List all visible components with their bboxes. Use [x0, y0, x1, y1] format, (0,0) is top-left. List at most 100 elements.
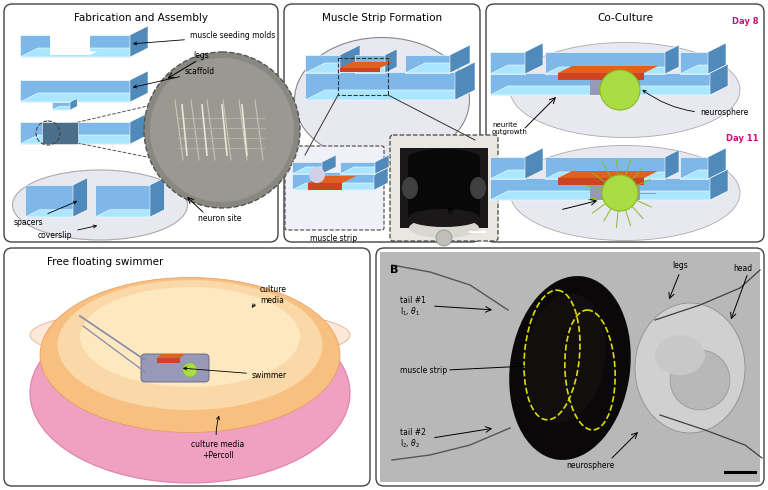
Text: swimmer: swimmer [184, 367, 287, 379]
Polygon shape [73, 178, 88, 217]
Polygon shape [292, 183, 388, 190]
Polygon shape [680, 157, 708, 179]
Ellipse shape [510, 43, 740, 138]
Polygon shape [710, 169, 728, 200]
Polygon shape [680, 65, 726, 74]
Polygon shape [490, 191, 728, 200]
FancyBboxPatch shape [4, 4, 278, 242]
Text: Co-Culture: Co-Culture [597, 13, 653, 23]
Text: legs: legs [672, 261, 688, 270]
Polygon shape [450, 45, 470, 73]
Text: legs: legs [193, 50, 209, 59]
Polygon shape [52, 102, 70, 110]
Polygon shape [490, 157, 525, 179]
Ellipse shape [80, 287, 300, 387]
Polygon shape [340, 62, 392, 68]
Circle shape [670, 350, 730, 410]
Polygon shape [305, 90, 475, 100]
Polygon shape [408, 158, 480, 218]
Ellipse shape [655, 335, 705, 375]
Polygon shape [50, 51, 98, 55]
Polygon shape [525, 148, 543, 179]
Polygon shape [355, 55, 385, 73]
Polygon shape [340, 45, 360, 73]
Text: scaffold: scaffold [134, 68, 215, 88]
Ellipse shape [30, 303, 350, 483]
Polygon shape [590, 80, 640, 95]
Text: l$_1$, $\theta_1$: l$_1$, $\theta_1$ [400, 306, 420, 318]
Polygon shape [292, 172, 374, 190]
Polygon shape [665, 150, 679, 179]
Polygon shape [130, 71, 148, 102]
Circle shape [183, 363, 197, 377]
Text: head: head [733, 264, 752, 272]
Polygon shape [490, 86, 728, 95]
Ellipse shape [30, 308, 350, 363]
FancyBboxPatch shape [285, 146, 384, 230]
Polygon shape [558, 178, 644, 185]
Text: neurosphere: neurosphere [566, 461, 614, 469]
Polygon shape [545, 157, 665, 179]
Text: spacers: spacers [13, 201, 77, 226]
Text: Fabrication and Assembly: Fabrication and Assembly [74, 13, 208, 23]
Polygon shape [545, 172, 679, 179]
Polygon shape [708, 43, 726, 74]
Text: neuron site: neuron site [198, 214, 242, 222]
Circle shape [436, 230, 452, 246]
Text: Day 8: Day 8 [731, 18, 758, 26]
Polygon shape [42, 122, 78, 144]
Polygon shape [525, 43, 543, 74]
Polygon shape [308, 183, 342, 190]
Polygon shape [490, 178, 710, 200]
Polygon shape [665, 45, 679, 74]
Polygon shape [374, 165, 388, 190]
Ellipse shape [408, 209, 480, 227]
Ellipse shape [470, 177, 486, 199]
Polygon shape [680, 170, 726, 179]
Polygon shape [292, 162, 322, 174]
Ellipse shape [402, 177, 418, 199]
Text: culture
media: culture media [252, 285, 287, 307]
Text: Day 11: Day 11 [726, 133, 758, 143]
Polygon shape [708, 148, 726, 179]
Polygon shape [490, 73, 710, 95]
Polygon shape [558, 73, 644, 80]
Text: neurite
outgrowth: neurite outgrowth [492, 122, 528, 135]
Polygon shape [405, 55, 450, 73]
Circle shape [150, 58, 294, 202]
Text: Muscle Strip Formation: Muscle Strip Formation [322, 13, 442, 23]
Ellipse shape [510, 146, 740, 241]
FancyBboxPatch shape [390, 135, 498, 241]
Polygon shape [157, 354, 185, 358]
Circle shape [309, 167, 325, 183]
Polygon shape [400, 148, 488, 228]
Circle shape [602, 175, 638, 211]
Polygon shape [490, 52, 525, 74]
Polygon shape [95, 185, 150, 217]
Polygon shape [20, 80, 130, 102]
Ellipse shape [58, 280, 323, 410]
FancyBboxPatch shape [486, 4, 764, 242]
Text: culture media
+Percoll: culture media +Percoll [191, 416, 245, 460]
Polygon shape [20, 93, 148, 102]
Ellipse shape [635, 303, 745, 433]
Polygon shape [545, 67, 679, 74]
Ellipse shape [12, 170, 187, 240]
Polygon shape [590, 185, 640, 200]
Polygon shape [558, 66, 658, 73]
Polygon shape [490, 65, 543, 74]
Polygon shape [380, 252, 760, 482]
Polygon shape [680, 52, 708, 74]
Ellipse shape [409, 218, 479, 238]
Polygon shape [25, 185, 73, 217]
Ellipse shape [525, 294, 606, 422]
Polygon shape [70, 98, 78, 110]
Polygon shape [558, 171, 658, 178]
Polygon shape [385, 49, 397, 73]
Polygon shape [50, 35, 90, 55]
Polygon shape [305, 72, 455, 100]
Polygon shape [20, 48, 148, 57]
Polygon shape [130, 113, 148, 144]
Text: muscle seeding molds: muscle seeding molds [134, 31, 275, 45]
Polygon shape [150, 178, 164, 217]
